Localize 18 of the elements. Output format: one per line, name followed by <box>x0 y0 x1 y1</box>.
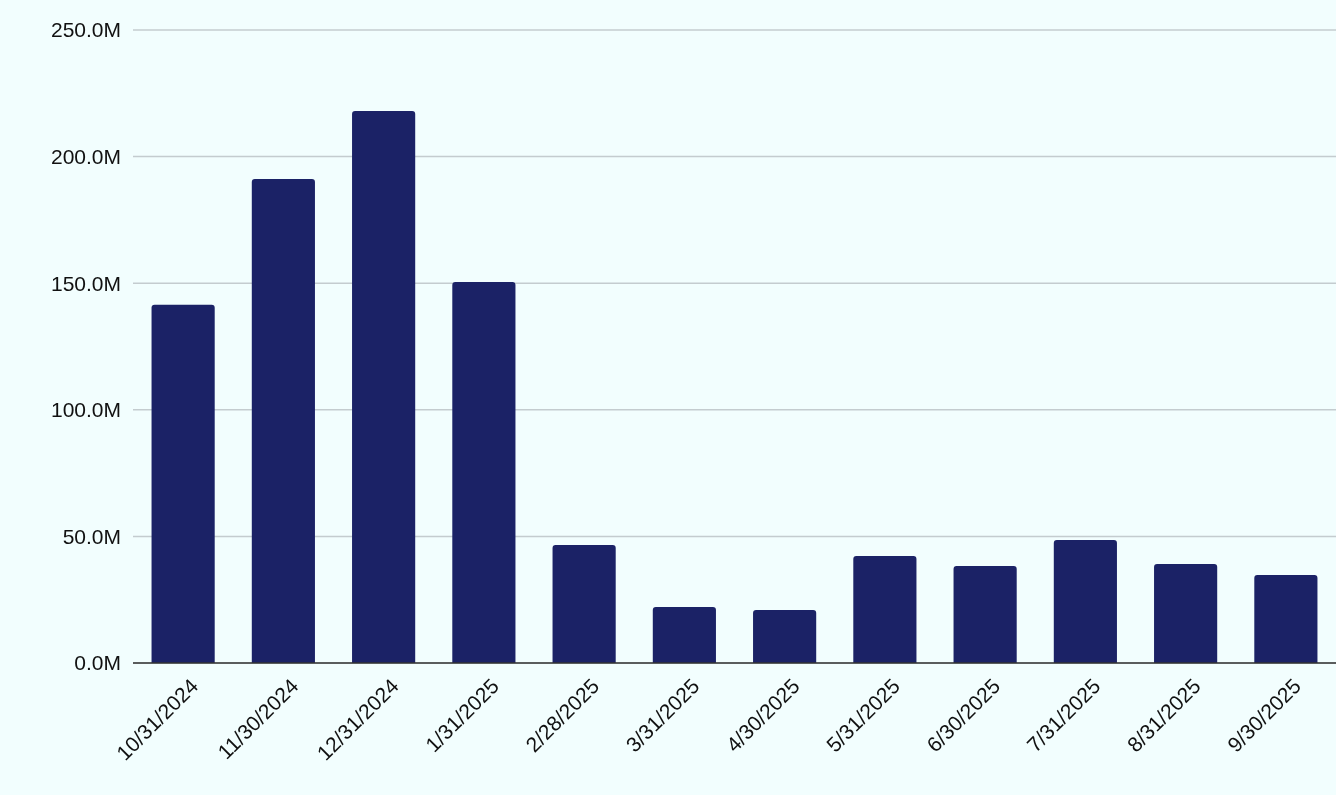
bar <box>753 610 817 663</box>
bar <box>853 555 917 663</box>
y-tick-label: 250.0M <box>50 18 121 42</box>
bar <box>151 304 215 663</box>
bar <box>251 178 315 663</box>
y-tick-label: 200.0M <box>50 144 121 168</box>
bar <box>1053 539 1117 663</box>
y-tick-label: 150.0M <box>50 271 121 295</box>
y-tick-label: 50.0M <box>62 524 121 548</box>
bar <box>652 607 716 663</box>
bar <box>452 281 516 663</box>
bar <box>1154 564 1218 663</box>
bar <box>1254 574 1318 663</box>
y-tick-label: 100.0M <box>50 398 121 422</box>
bar <box>552 545 616 663</box>
bar <box>953 566 1017 663</box>
y-tick-label: 0.0M <box>74 651 121 675</box>
bar <box>352 111 416 663</box>
